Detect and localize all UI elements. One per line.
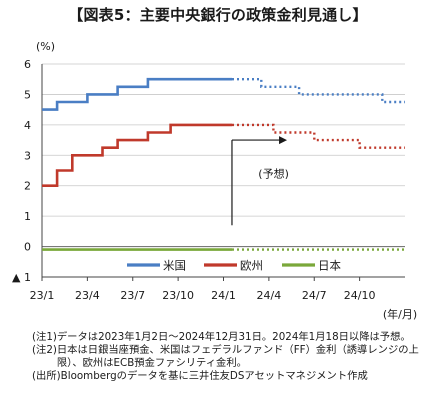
forecast-annotation-label: (予想) [258, 167, 289, 181]
legend-label-jp: 日本 [318, 259, 341, 273]
note-source-label: (出所) [32, 370, 61, 382]
note-1-text: データは2023年1月2日～2024年12月31日。2024年1月18日以降は予… [56, 331, 411, 343]
note-source-text: Bloombergのデータを基に三井住友DSアセットマネジメント作成 [60, 370, 368, 382]
x-tick-label: 23/10 [162, 289, 194, 302]
x-tick-label: 24/4 [257, 289, 282, 302]
note-2-text: 日本は日銀当座預金、米国はフェデラルファンド（FF）金利（誘導レンジの上限）、欧… [56, 344, 419, 369]
x-tick-label: 24/7 [302, 289, 327, 302]
notes: (注1) データは2023年1月2日～2024年12月31日。2024年1月18… [32, 331, 428, 383]
y-tick-label: 0 [24, 241, 31, 254]
series-line-us-forecast [232, 77, 405, 104]
x-tick-label: 23/7 [120, 289, 145, 302]
y-tick-label: 3 [24, 149, 31, 162]
series-line-us-actual [42, 77, 232, 111]
x-tick-label: 24/1 [211, 289, 236, 302]
policy-rate-chart: (%) (年/月) 6 5 4 3 2 1 0 ▲ 1 23/1 23/4 23/7 23/10 24/… [12, 40, 417, 321]
legend-label-us: 米国 [163, 259, 186, 273]
note-1-label: (注1) [32, 331, 57, 343]
y-tick-label: ▲ 1 [12, 271, 31, 284]
y-tick-label: 2 [24, 180, 31, 193]
note-source: (出所) Bloombergのデータを基に三井住友DSアセットマネジメント作成 [32, 370, 428, 383]
series-line-eu-forecast [232, 123, 405, 149]
note-2: (注2) 日本は日銀当座預金、米国はフェデラルファンド（FF）金利（誘導レンジの… [32, 344, 428, 370]
legend: 米国 欧州 日本 [127, 259, 341, 273]
y-tick-label: 5 [24, 88, 31, 101]
x-tick-label: 24/10 [344, 289, 376, 302]
note-2-label: (注2) [32, 344, 57, 356]
legend-label-eu: 欧州 [240, 259, 263, 273]
y-tick-label: 6 [24, 58, 31, 71]
y-tick-label: 4 [24, 119, 31, 132]
x-unit-label: (年/月) [383, 307, 417, 321]
series-line-eu-actual [42, 123, 232, 187]
x-tick-label: 23/1 [30, 289, 55, 302]
x-tick-label: 23/4 [75, 289, 100, 302]
y-unit-label: (%) [36, 40, 55, 53]
forecast-arrow-head [279, 136, 288, 145]
y-tick-label: 1 [24, 210, 31, 223]
chart-title: 【図表5：主要中央銀行の政策金利見通し】 [68, 6, 368, 24]
note-1: (注1) データは2023年1月2日～2024年12月31日。2024年1月18… [32, 331, 428, 344]
